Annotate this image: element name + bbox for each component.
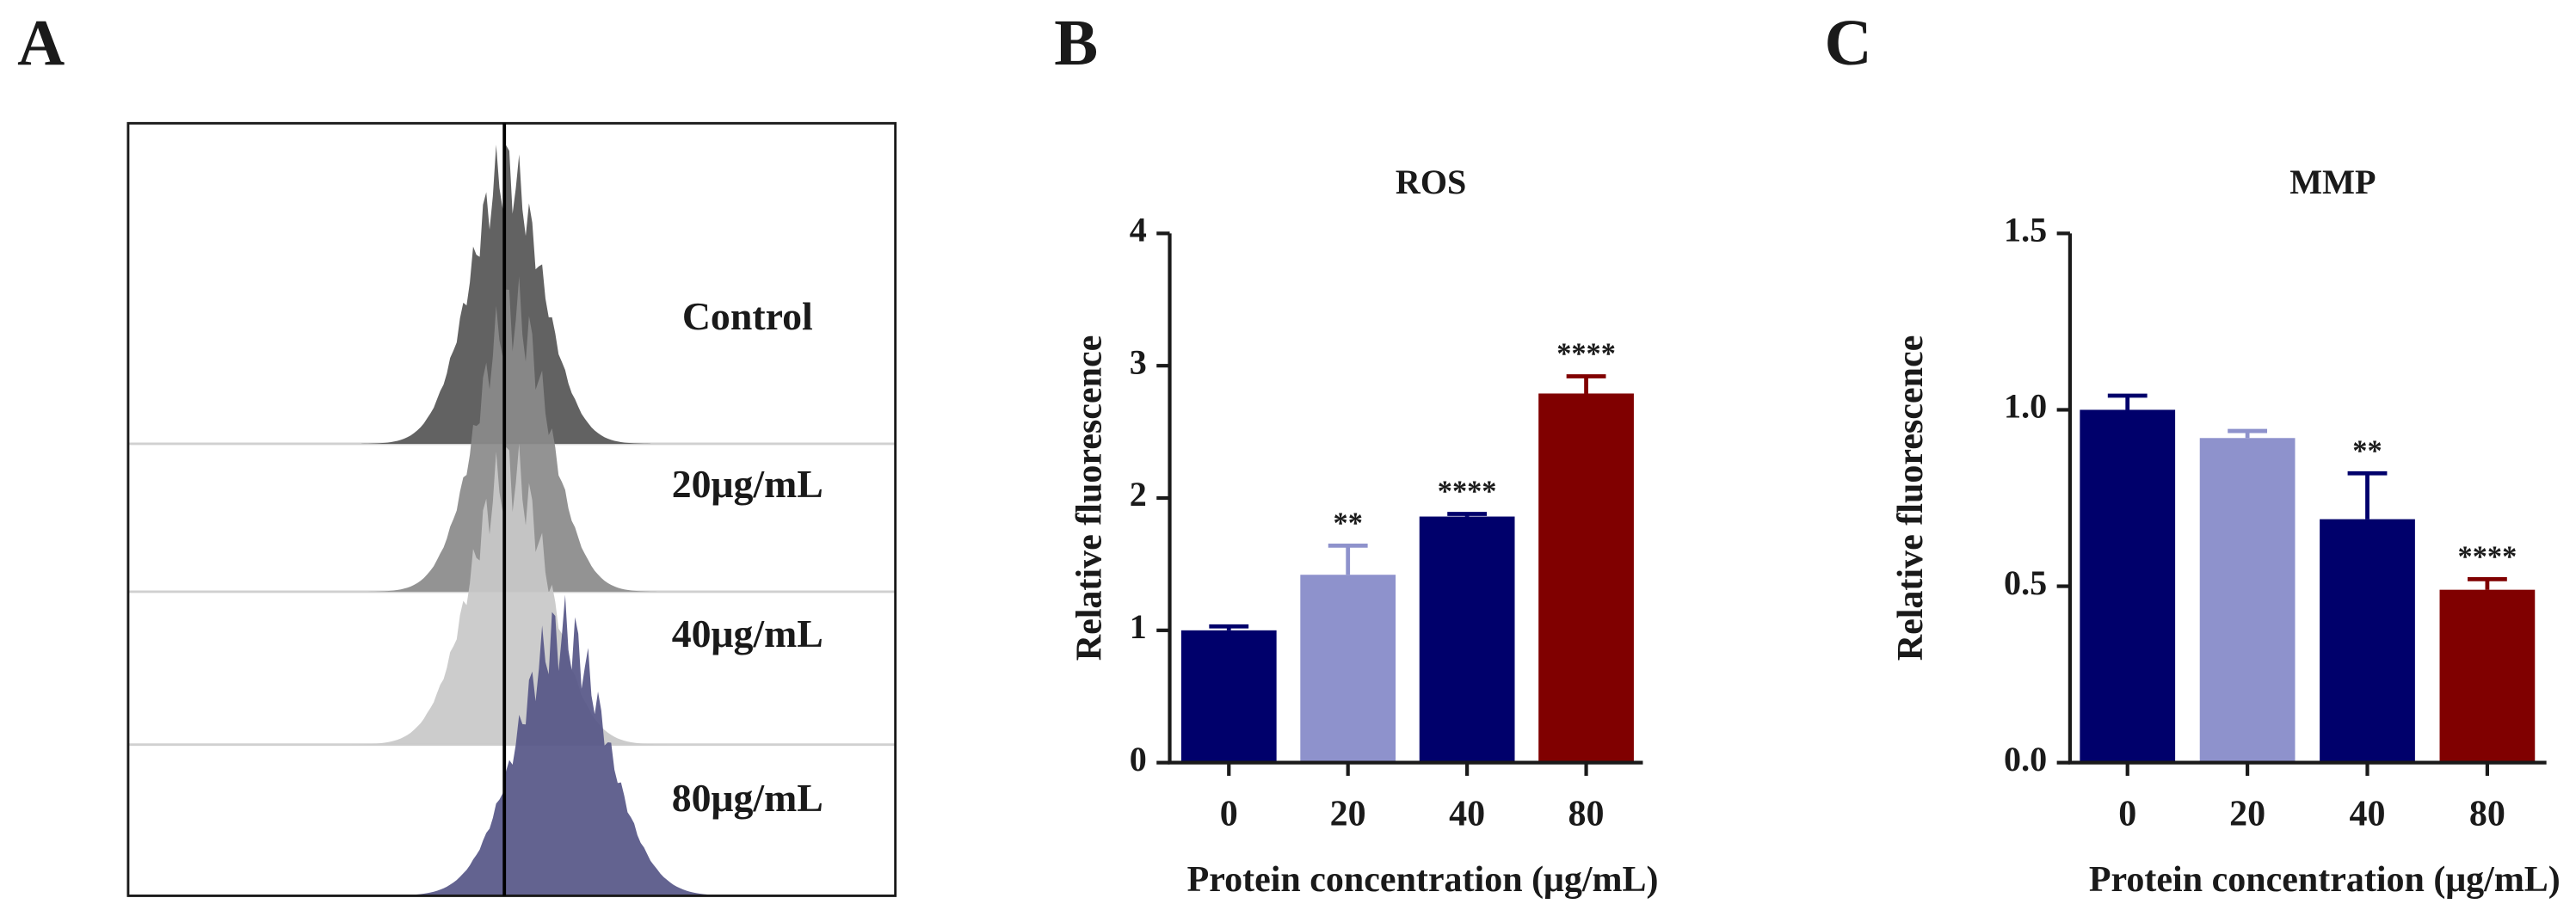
sample-label: 80μg/mL [672, 776, 823, 820]
significance-label: **** [1556, 337, 1616, 370]
axis-line [2068, 233, 2547, 765]
y-tick-label: 0.5 [2004, 563, 2047, 602]
x-tick-label: 80 [1568, 794, 1605, 833]
y-tick-label: 0 [1130, 740, 1147, 778]
bar [2199, 438, 2296, 763]
sample-label: Control [682, 294, 813, 338]
significance-label: **** [2458, 540, 2517, 573]
significance-label: ** [2352, 434, 2382, 467]
bar [2320, 519, 2415, 763]
x-tick-label: 40 [1449, 794, 1485, 833]
histogram-panel: Control 20μg/mL 40μg/mL 80μg/mL [126, 121, 897, 897]
y-tick-label: 0.0 [2004, 740, 2047, 778]
y-tick-label: 4 [1130, 211, 1147, 249]
axis-line [1168, 233, 1643, 765]
x-axis-label: Protein concentration (μg/mL) [1187, 860, 1659, 900]
x-tick-label: 80 [2469, 794, 2505, 833]
bar [1300, 575, 1396, 763]
chart-title: MMP [2289, 163, 2376, 201]
y-axis-label: Relative fluorescence [1891, 335, 1931, 661]
x-tick-label: 20 [1330, 794, 1366, 833]
x-tick-label: 0 [2118, 794, 2136, 833]
histogram-curve [351, 443, 668, 745]
y-tick-label: 2 [1130, 475, 1147, 513]
x-tick-label: 0 [1220, 794, 1238, 833]
histogram-curve [384, 594, 740, 896]
x-tick-label: 40 [2350, 794, 2386, 833]
panel-label: A [17, 6, 65, 79]
x-tick-label: 20 [2229, 794, 2265, 833]
y-tick-label: 1.5 [2004, 211, 2047, 249]
panel-label: C [1825, 6, 1872, 79]
histogram-frame [126, 121, 897, 897]
sample-label: 20μg/mL [672, 462, 823, 506]
significance-label: **** [1438, 475, 1497, 507]
bar [1180, 630, 1277, 763]
panel-label: B [1054, 6, 1098, 79]
histogram-curve [367, 276, 657, 592]
significance-label: ** [1334, 507, 1363, 539]
chart-title: ROS [1396, 163, 1466, 201]
y-axis-label: Relative fluorescence [1069, 335, 1109, 661]
y-tick-label: 3 [1130, 342, 1147, 381]
bar [1419, 516, 1515, 763]
bar [2080, 409, 2176, 763]
y-tick-label: 1 [1130, 607, 1147, 646]
bar [1538, 393, 1634, 763]
x-axis-label: Protein concentration (μg/mL) [2089, 860, 2561, 900]
sample-label: 40μg/mL [672, 612, 823, 655]
bar [2439, 589, 2536, 763]
y-tick-label: 1.0 [2004, 387, 2047, 426]
